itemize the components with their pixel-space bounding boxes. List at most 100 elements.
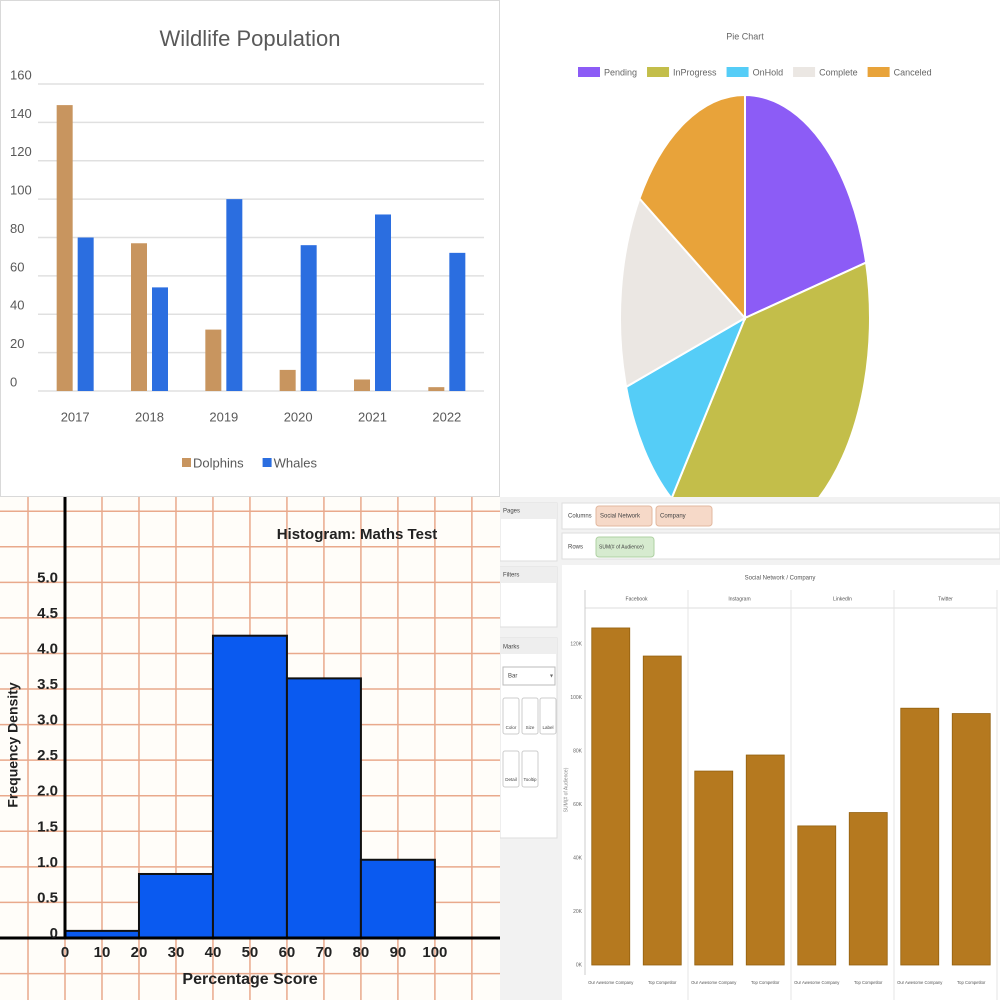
pill-label: Company — [660, 514, 686, 520]
bar[interactable] — [591, 627, 631, 966]
mark-button[interactable] — [502, 750, 520, 788]
bar[interactable] — [900, 707, 940, 966]
filters-label: Filters — [503, 573, 519, 579]
bar[interactable] — [797, 825, 837, 966]
pill-label: Social Network — [600, 514, 641, 520]
bar — [77, 237, 94, 391]
x-tick-label: 60 — [279, 944, 296, 961]
x-tick-label: 10 — [94, 944, 111, 961]
legend-label: Pending — [604, 67, 637, 77]
chart-title: Histogram: Maths Test — [277, 526, 438, 543]
bar — [226, 199, 243, 391]
bar[interactable] — [951, 713, 991, 966]
bar[interactable] — [848, 812, 888, 966]
y-tick-label: 40K — [573, 855, 583, 861]
x-tick-label: Our Awesome Company — [588, 980, 634, 985]
y-tick-label: 60K — [573, 802, 583, 808]
legend-swatch — [793, 67, 816, 77]
pill[interactable] — [595, 505, 653, 527]
pill[interactable] — [595, 536, 655, 558]
y-axis-title: Frequency Density — [5, 682, 21, 807]
x-tick-label: 2019 — [209, 409, 238, 424]
mark-button[interactable] — [521, 750, 539, 788]
dropdown-arrow: ▾ — [550, 674, 553, 680]
bar — [354, 379, 370, 391]
mark-type-dropdown[interactable] — [502, 666, 556, 686]
card-header — [500, 503, 557, 519]
mark-button-label: Color — [506, 725, 517, 730]
bar[interactable] — [642, 655, 682, 966]
x-tick-label: Our Awesome Company — [691, 980, 737, 985]
pie-slice — [638, 93, 746, 321]
y-tick-label: 2.5 — [37, 747, 58, 764]
y-tick-label: 20K — [573, 909, 583, 915]
legend-swatch — [647, 67, 670, 77]
bar — [131, 243, 147, 391]
x-tick-label: 0 — [61, 944, 69, 961]
mark-button-label: Detail — [505, 777, 517, 782]
y-tick-label: 40 — [10, 298, 24, 313]
x-tick-label: 100 — [422, 944, 447, 961]
x-tick-label: 2017 — [61, 409, 90, 424]
x-axis-title: Percentage Score — [182, 971, 317, 988]
legend-label: Canceled — [894, 67, 932, 77]
panel-tableau: Pages Filters Marks Bar ▾ Columns Rows S… — [500, 497, 1000, 1000]
y-tick-label: 80K — [573, 748, 583, 754]
y-tick-label: 1.5 — [37, 818, 58, 835]
pie-slice — [671, 261, 871, 497]
legend-swatch — [262, 458, 272, 467]
y-tick-label: 4.0 — [37, 640, 58, 657]
column-header: Instagram — [728, 596, 750, 602]
panel-pie: Pie Chart Pending InProgress OnHold Complete… — [500, 0, 1000, 497]
y-tick-label: 1.0 — [37, 854, 58, 871]
bar — [152, 287, 168, 391]
legend-swatch — [578, 67, 600, 77]
y-tick-label: 3.0 — [37, 712, 58, 729]
y-tick-label: 3.5 — [37, 676, 58, 693]
marks-label: Marks — [503, 645, 519, 651]
histogram-bar — [211, 634, 288, 939]
mark-button[interactable] — [521, 697, 539, 735]
y-tick-label: 4.5 — [37, 605, 58, 622]
mark-button-label: Tooltip — [523, 777, 537, 782]
bar — [279, 369, 296, 391]
bar[interactable] — [694, 770, 734, 966]
legend-label: Complete — [819, 67, 858, 77]
y-tick-label: 0.5 — [37, 889, 58, 906]
y-tick-label: 120 — [10, 144, 32, 159]
x-tick-label: Top Competitor — [648, 980, 677, 985]
pie-slice — [619, 196, 747, 389]
x-tick-label: 40 — [205, 944, 222, 961]
x-tick-label: 20 — [131, 944, 148, 961]
chart-title: Social Network / Company — [745, 576, 816, 582]
bar[interactable] — [745, 754, 785, 966]
y-tick-label: 2.0 — [37, 783, 58, 800]
pill[interactable] — [655, 505, 713, 527]
columns-label: Columns — [568, 514, 592, 520]
panel-histogram: 0 0.5 1.0 1.5 2.0 2.5 3.0 3.5 4.0 4.5 5.0 0 10 20 30 40… — [0, 497, 500, 1000]
mark-button-label: Size — [526, 725, 535, 730]
y-tick-label: 0 — [10, 374, 17, 389]
pages-label: Pages — [503, 509, 520, 515]
x-tick-label: Our Awesome Company — [794, 980, 840, 985]
card-header — [500, 638, 557, 654]
chart-title: Pie Chart — [726, 31, 764, 41]
x-tick-label: 2018 — [135, 409, 164, 424]
x-tick-label: 30 — [168, 944, 185, 961]
mark-button[interactable] — [502, 697, 520, 735]
histogram-bar — [137, 872, 214, 940]
column-header: Twitter — [938, 596, 953, 602]
panel-bar: Wildlife Population 0 20 40 60 80 100 120 140 160… — [0, 0, 500, 497]
rows-label: Rows — [568, 545, 583, 551]
y-tick-label: 100 — [10, 183, 32, 198]
legend-label: InProgress — [673, 67, 717, 77]
y-tick-label: 0K — [576, 962, 583, 968]
x-tick-label: 80 — [353, 944, 370, 961]
x-tick-label: 2021 — [358, 409, 387, 424]
bar — [205, 329, 222, 391]
mark-button[interactable] — [539, 697, 557, 735]
bar — [300, 245, 317, 391]
y-tick-label: 0 — [50, 925, 58, 942]
